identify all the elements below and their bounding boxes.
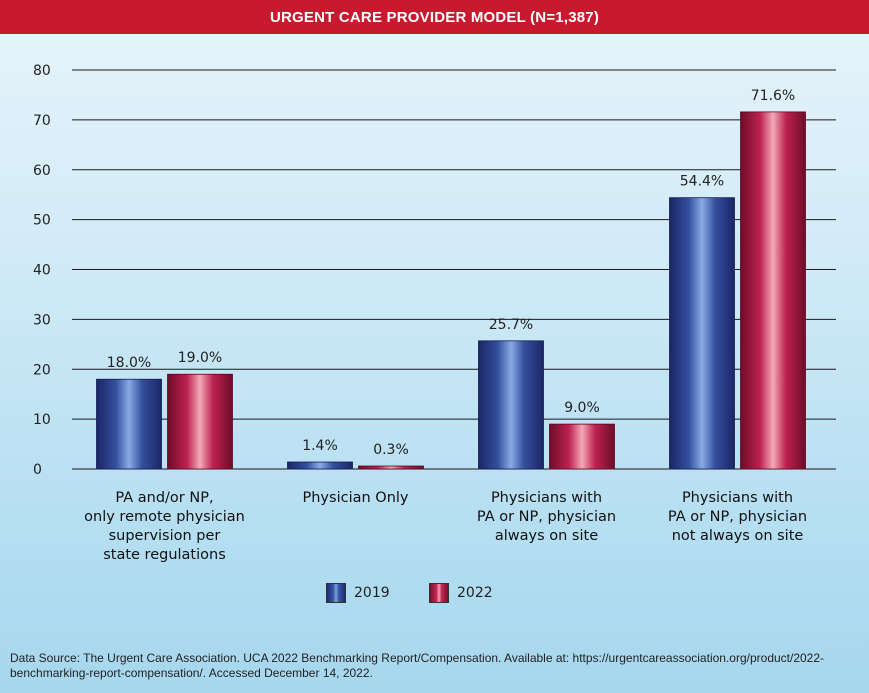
- x-category-label: not always on site: [672, 528, 804, 544]
- y-tick-label: 80: [33, 63, 51, 79]
- y-tick-label: 60: [33, 163, 51, 179]
- y-tick-label: 30: [33, 312, 51, 328]
- x-category-label: always on site: [495, 528, 598, 544]
- legend-label-2022: 2022: [457, 585, 493, 601]
- legend: 2019 2022: [0, 583, 869, 607]
- bar-2022: [358, 465, 424, 470]
- bar-2022: [167, 373, 233, 470]
- x-category-label: PA and/or NP,: [115, 490, 213, 506]
- y-tick-label: 70: [33, 113, 51, 129]
- data-label: 9.0%: [564, 400, 600, 416]
- x-category-label: PA or NP, physician: [477, 509, 616, 525]
- legend-item-2019: 2019: [326, 583, 390, 603]
- y-tick-label: 50: [33, 213, 51, 229]
- bar-2019: [287, 461, 353, 470]
- y-tick-label: 20: [33, 362, 51, 378]
- y-tick-label: 0: [33, 462, 42, 478]
- data-label: 0.3%: [373, 442, 409, 458]
- title-bar: URGENT CARE PROVIDER MODEL (N=1,387): [0, 0, 869, 34]
- data-source-note: Data Source: The Urgent Care Association…: [10, 651, 825, 680]
- bar-2019: [669, 197, 735, 470]
- data-label: 19.0%: [178, 350, 222, 366]
- legend-item-2022: 2022: [429, 583, 493, 603]
- data-label: 71.6%: [751, 88, 795, 104]
- data-label: 25.7%: [489, 317, 533, 333]
- data-label: 18.0%: [107, 355, 151, 371]
- bar-2022: [740, 111, 806, 470]
- chart-title: URGENT CARE PROVIDER MODEL (N=1,387): [269, 8, 600, 26]
- x-category-label: supervision per: [109, 528, 221, 544]
- data-label: 54.4%: [680, 174, 724, 190]
- bar-2022: [549, 423, 615, 470]
- bar-chart: 0 10 20 30 40 50 60 70 80 18.0% 19.0% PA and/or NP,…: [33, 63, 836, 563]
- x-category-label: state regulations: [103, 547, 226, 563]
- legend-label-2019: 2019: [354, 585, 390, 601]
- legend-swatch-2019: [326, 583, 346, 603]
- x-category-label: Physicians with: [491, 490, 602, 506]
- bar-2019: [478, 340, 544, 470]
- x-category-label: Physician Only: [303, 490, 409, 506]
- y-tick-label: 10: [33, 412, 51, 428]
- legend-swatch-2022: [429, 583, 449, 603]
- y-tick-label: 40: [33, 263, 51, 279]
- data-label: 1.4%: [302, 438, 338, 454]
- bar-2019: [96, 378, 162, 470]
- x-category-label: Physicians with: [682, 490, 793, 506]
- x-category-label: only remote physician: [84, 509, 245, 525]
- x-category-label: PA or NP, physician: [668, 509, 807, 525]
